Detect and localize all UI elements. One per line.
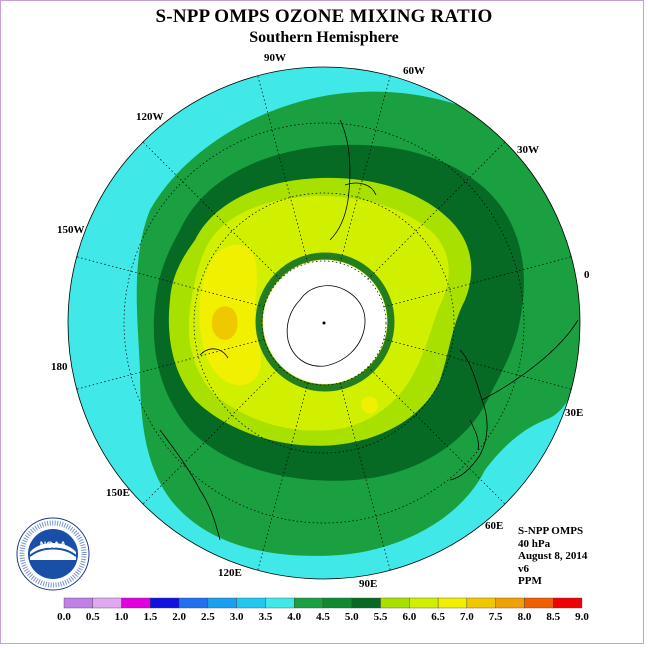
color-scale-tick-label: 1.5 — [143, 611, 157, 623]
color-scale-bar: 0.0 0.5 1.0 1.5 2.0 2.5 3.0 3.5 4.0 4.5 5.0 5.5 6.0 6… — [57, 597, 589, 623]
meridian-line — [367, 366, 506, 505]
meridian-line — [257, 382, 309, 571]
info-level: 40 hPa — [518, 537, 551, 550]
color-swatch — [121, 597, 151, 609]
page-subtitle: Southern Hemisphere — [249, 29, 399, 46]
color-swatch — [178, 597, 209, 609]
lon-label-180: 180 — [51, 361, 68, 373]
color-scale-tick-label: 2.0 — [172, 611, 186, 623]
map-outline — [67, 66, 581, 580]
meridian-line — [257, 75, 309, 264]
color-scale-labels: 0.0 0.5 1.0 1.5 2.0 2.5 3.0 3.5 4.0 4.5 5.0 5.5 6.0 6… — [57, 611, 589, 623]
info-instrument: S-NPP OMPS — [518, 525, 584, 537]
south-pole-dot — [322, 321, 326, 325]
color-swatch — [150, 597, 180, 609]
noaa-logo-text: NOAA — [40, 540, 67, 550]
meridian-line — [142, 141, 281, 280]
color-swatch — [294, 597, 324, 609]
color-swatch — [437, 597, 468, 609]
lon-label-120w: 120W — [136, 111, 164, 123]
info-units: PPM — [518, 575, 542, 587]
color-scale-tick-label: 3.5 — [259, 611, 273, 623]
color-scale-tick-label: 7.5 — [489, 611, 503, 623]
lon-label-150w: 150W — [57, 224, 85, 236]
color-swatch — [92, 597, 122, 609]
lon-label-150e: 150E — [106, 487, 130, 499]
color-swatch — [466, 597, 496, 609]
color-scale-tick-label: 6.0 — [402, 611, 416, 623]
color-scale-tick-label: 5.5 — [374, 611, 388, 623]
band-polar-ring — [255, 252, 395, 392]
color-scale-tick-label: 0.5 — [86, 611, 100, 623]
color-swatch — [553, 597, 583, 609]
lon-label-120e: 120E — [218, 567, 242, 579]
color-swatch — [351, 597, 381, 609]
lon-label-30w: 30W — [517, 144, 539, 156]
coastlines — [159, 119, 579, 541]
color-scale-tick-label: 8.5 — [546, 611, 560, 623]
color-scale-tick-label: 4.5 — [316, 611, 330, 623]
lon-label-90w: 90W — [264, 52, 286, 64]
color-swatch — [265, 597, 295, 609]
page-title: S-NPP OMPS OZONE MIXING RATIO — [155, 6, 493, 27]
graticule — [123, 122, 525, 524]
color-swatch — [207, 597, 237, 609]
color-swatch — [409, 597, 439, 609]
color-scale-tick-label: 8.0 — [518, 611, 532, 623]
meridian-line — [383, 338, 572, 390]
meridian-line — [383, 256, 572, 308]
meridian-line — [76, 338, 265, 390]
color-scale-tick-label: 7.0 — [460, 611, 474, 623]
meridian-line — [142, 366, 281, 505]
meridian-line — [76, 256, 265, 308]
color-swatch — [236, 597, 266, 609]
meridian-line — [339, 75, 391, 264]
info-version: v6 — [518, 562, 529, 575]
info-date: August 8, 2014 — [518, 550, 588, 562]
color-swatch — [380, 597, 410, 609]
color-scale-tick-label: 1.0 — [115, 611, 129, 623]
lon-label-60e: 60E — [485, 520, 503, 532]
color-swatch — [63, 597, 93, 609]
longitude-labels: 90W 60W 30W 0 30E 60E 90E 120E 150E 180 … — [51, 52, 590, 590]
graticule-meridians — [76, 75, 572, 571]
lon-label-60w: 60W — [403, 65, 425, 77]
lon-label-0: 0 — [584, 269, 590, 281]
color-scale-tick-label: 9.0 — [575, 611, 589, 623]
color-scale-tick-label: 4.0 — [287, 611, 301, 623]
band-6.0-6.5-east — [361, 396, 378, 414]
color-scale-tick-label: 6.5 — [431, 611, 445, 623]
color-swatch — [322, 597, 352, 609]
meridian-line — [367, 141, 506, 280]
color-scale-swatches — [63, 597, 583, 609]
lon-label-90e: 90E — [359, 578, 377, 590]
meridian-line — [339, 382, 391, 571]
color-swatch — [524, 597, 554, 609]
info-block: S-NPP OMPS 40 hPa August 8, 2014 v6 PPM — [518, 525, 587, 588]
color-swatch — [495, 597, 525, 609]
color-scale-tick-label: 0.0 — [57, 611, 71, 623]
color-scale-tick-label: 5.0 — [345, 611, 359, 623]
lon-label-30e: 30E — [565, 407, 583, 419]
color-scale-tick-label: 2.5 — [201, 611, 215, 623]
color-scale-tick-label: 3.0 — [230, 611, 244, 623]
noaa-logo: NOAA — [16, 517, 90, 591]
band-6.5-7.0 — [211, 306, 238, 340]
